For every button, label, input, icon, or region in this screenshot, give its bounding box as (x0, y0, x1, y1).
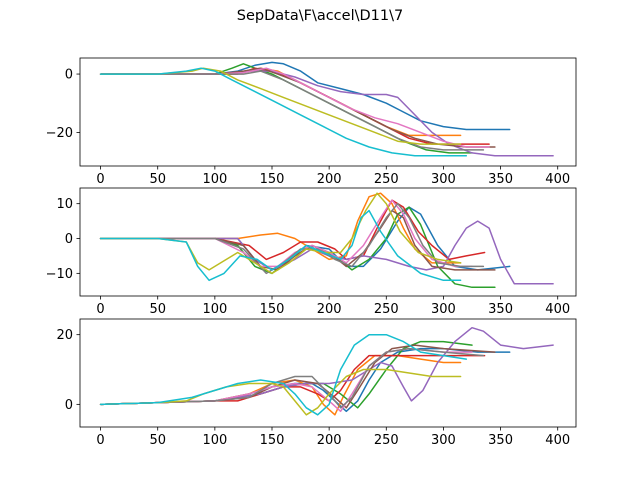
x-tick-label: 50 (149, 302, 166, 317)
x-tick-label: 100 (202, 433, 227, 448)
series-line-1 (99, 61, 511, 131)
axes-frame (79, 318, 577, 428)
series-group (99, 61, 554, 157)
series-line-10 (99, 209, 462, 282)
y-tick-label: 0 (65, 398, 73, 413)
x-tick-label: 0 (96, 172, 104, 187)
x-tick-label: 50 (149, 172, 166, 187)
y-tick-label: 20 (56, 328, 73, 343)
series-group (99, 326, 554, 416)
x-tick-label: 150 (260, 302, 285, 317)
y-tick-label: 10 (56, 197, 73, 212)
x-tick-label: 350 (488, 433, 513, 448)
series-line-8 (99, 347, 485, 409)
series-line-9 (99, 67, 462, 145)
y-tick-label: −20 (46, 126, 73, 141)
x-tick-label: 200 (317, 302, 342, 317)
x-tick-label: 400 (545, 302, 570, 317)
x-tick-label: 0 (96, 433, 104, 448)
series-line-10 (99, 67, 468, 157)
series-group (99, 192, 554, 289)
x-tick-label: 400 (545, 172, 570, 187)
x-tick-label: 0 (96, 302, 104, 317)
x-tick-label: 350 (488, 302, 513, 317)
x-tick-label: 150 (260, 172, 285, 187)
y-tick-label: −10 (46, 267, 73, 282)
x-tick-label: 150 (260, 433, 285, 448)
series-line-4 (99, 354, 486, 406)
y-tick-label: 0 (65, 232, 73, 247)
x-tick-label: 300 (431, 172, 456, 187)
y-tick-label: 0 (65, 68, 73, 83)
series-line-9 (99, 192, 462, 275)
x-tick-label: 400 (545, 433, 570, 448)
x-tick-label: 250 (374, 433, 399, 448)
x-tick-label: 200 (317, 433, 342, 448)
subplot-1: 0 50 100 150 200 250 300 350 400 0 −20 (46, 57, 577, 187)
series-line-6 (99, 209, 496, 271)
x-tick-label: 350 (488, 172, 513, 187)
x-tick-label: 250 (374, 172, 399, 187)
figure-title: SepData\F\accel\D11\7 (236, 8, 404, 24)
x-tick-label: 100 (202, 302, 227, 317)
series-line-10 (99, 333, 468, 416)
x-tick-label: 200 (317, 172, 342, 187)
axes-frame (79, 187, 577, 297)
series-line-3 (99, 206, 496, 289)
series-line-5 (99, 326, 554, 406)
x-tick-label: 100 (202, 172, 227, 187)
x-tick-label: 300 (431, 433, 456, 448)
axes-frame (79, 57, 577, 167)
x-tick-label: 50 (149, 433, 166, 448)
series-line-2 (99, 192, 462, 264)
series-line-8 (99, 202, 485, 275)
x-tick-label: 250 (374, 302, 399, 317)
x-tick-label: 300 (431, 302, 456, 317)
series-line-8 (99, 70, 485, 151)
